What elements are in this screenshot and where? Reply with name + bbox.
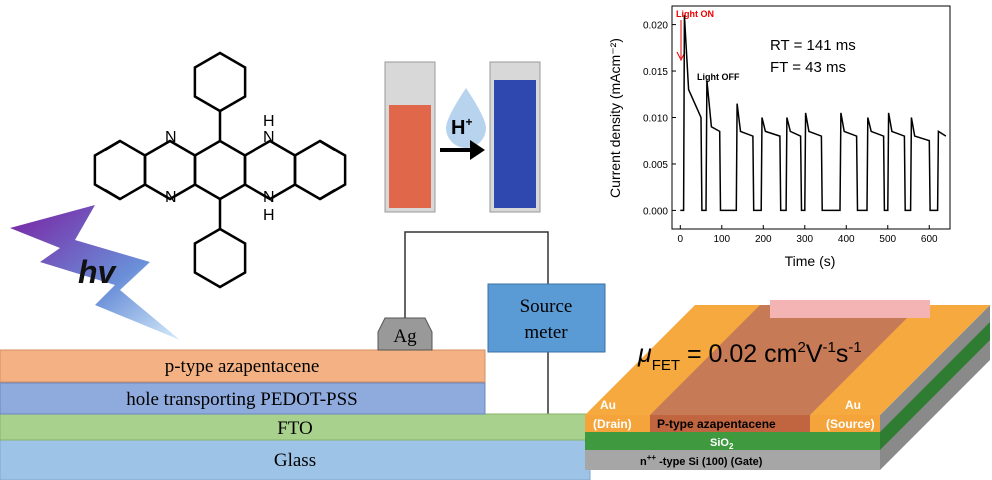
meter-label: Source [520, 296, 573, 317]
fet-label: Au [600, 398, 616, 412]
proton-label: H+ [451, 115, 472, 139]
fet-oxide [585, 432, 880, 450]
fet-gate [585, 450, 880, 470]
wire [404, 231, 549, 415]
fet-label: P-type azapentacene [657, 417, 776, 431]
drop [446, 88, 486, 148]
layer-label: FTO [277, 418, 313, 439]
atom: N [263, 189, 275, 206]
x-tick-label: 0 [678, 234, 684, 245]
annotation: Light OFF [697, 72, 740, 82]
x-tick-label: 300 [796, 234, 813, 245]
atom: H [263, 207, 275, 224]
channel-front [650, 415, 810, 432]
fet-channel [650, 305, 920, 415]
fet-label: SiO2 [710, 437, 734, 451]
atom: N [165, 189, 177, 206]
source-meter [487, 283, 606, 353]
electrode-label: Ag [393, 326, 417, 347]
meter-label: meter [524, 322, 568, 343]
fet-label: (Source) [826, 417, 875, 431]
x-tick-label: 500 [879, 234, 896, 245]
ring [93, 139, 147, 201]
layer-pedot [0, 382, 486, 415]
ring [193, 227, 247, 289]
x-tick-label: 600 [921, 234, 938, 245]
y-axis-label: Current density (mAcm⁻²) [607, 38, 623, 198]
x-tick-label: 400 [838, 234, 855, 245]
annotation: Light ON [676, 9, 714, 19]
ring [193, 139, 247, 201]
layer-azapentacene [0, 349, 486, 383]
y-tick-label: 0.020 [643, 21, 668, 32]
y-tick-label: 0.015 [643, 67, 668, 78]
red-solution [389, 105, 431, 208]
atom: N [263, 129, 275, 146]
ring [293, 139, 347, 201]
mobility: μFET = 0.02 cm2V-1s-1 [637, 339, 862, 374]
atom: N [165, 129, 177, 146]
fet-semiconductor [770, 300, 930, 318]
annotation: RT = 141 ms [770, 37, 856, 54]
x-axis-label: Time (s) [785, 253, 836, 269]
x-tick-label: 200 [755, 234, 772, 245]
ag-electrode [377, 317, 433, 351]
data-line [680, 15, 947, 212]
x-tick-label: 100 [713, 234, 730, 245]
layer-label: Glass [274, 450, 316, 471]
fet-label: Au [845, 398, 861, 412]
layer-label: p-type azapentacene [165, 356, 320, 377]
y-tick-label: 0.000 [643, 206, 668, 217]
layer-glass [0, 439, 591, 480]
fet-label: (Drain) [593, 417, 632, 431]
atom: H [263, 113, 275, 130]
fet-side-oxide [880, 322, 990, 450]
bond [104, 111, 336, 229]
molecule [93, 51, 347, 289]
y-tick-label: 0.005 [643, 160, 668, 171]
light-bolt [10, 205, 180, 340]
ring [193, 51, 247, 113]
annotation: FT = 43 ms [770, 59, 846, 76]
y-tick-label: 0.010 [643, 114, 668, 125]
fet-label: n++ -type Si (100) (Gate) [640, 453, 763, 468]
hv-label: hv [78, 254, 118, 290]
arrow [440, 140, 485, 160]
blue-solution [494, 80, 536, 208]
layer-label: hole transporting PEDOT-PSS [126, 389, 358, 410]
